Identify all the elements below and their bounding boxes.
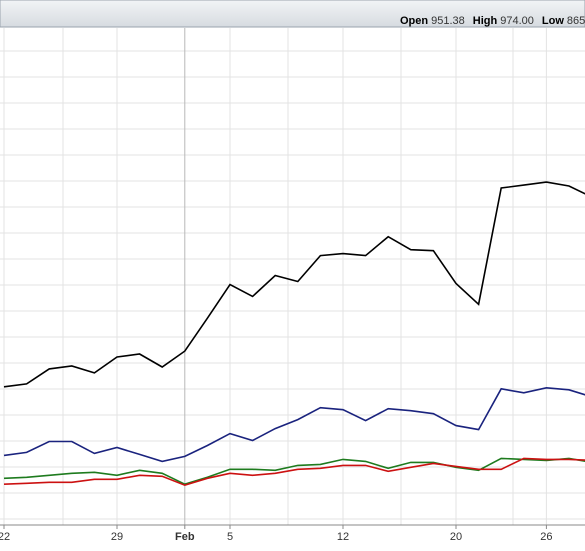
x-tick-label: 26 (540, 531, 552, 543)
header-bar (0, 0, 585, 28)
x-tick-label: 22 (0, 531, 10, 543)
header-label: Open (400, 15, 428, 27)
series-group (3, 181, 585, 487)
header-label: High (473, 15, 498, 27)
header-label: Low (542, 15, 564, 27)
plot-area (0, 28, 585, 525)
header-value: 865. (567, 15, 585, 27)
series-line (3, 457, 585, 487)
grid (0, 28, 585, 525)
series-line (3, 386, 585, 463)
series-line (3, 181, 585, 388)
x-tick-label: 29 (111, 531, 123, 543)
x-tick-label: Feb (175, 531, 195, 543)
header-value: 974.00 (500, 15, 534, 27)
x-tick-label: 5 (227, 531, 233, 543)
x-tick-label: 20 (450, 531, 462, 543)
series-line (3, 457, 585, 486)
header-value: 951.38 (431, 15, 465, 27)
x-tick-label: 12 (337, 531, 349, 543)
